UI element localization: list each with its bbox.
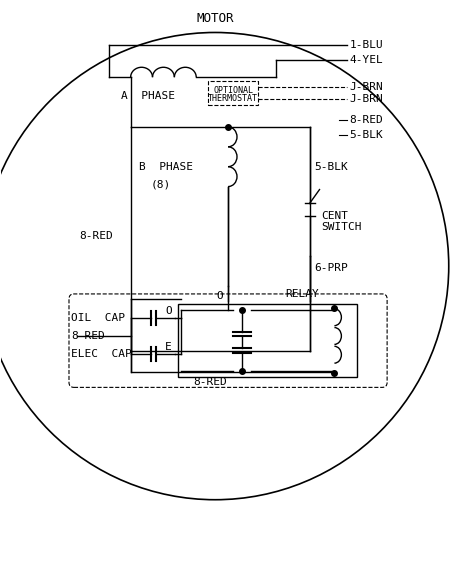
- Text: 5-BLK: 5-BLK: [315, 162, 348, 171]
- Text: 4-YEL: 4-YEL: [349, 55, 383, 65]
- Text: 1-BLU: 1-BLU: [349, 40, 383, 50]
- Text: 5-BLK: 5-BLK: [349, 130, 383, 140]
- Text: B  PHASE: B PHASE: [138, 162, 192, 171]
- Bar: [178, 304, 357, 378]
- Text: J-BRN: J-BRN: [349, 82, 383, 92]
- Text: RELAY: RELAY: [286, 289, 319, 299]
- Text: OIL  CAP: OIL CAP: [71, 313, 125, 323]
- Text: O: O: [165, 306, 172, 316]
- Text: A  PHASE: A PHASE: [121, 91, 175, 101]
- Text: O: O: [217, 291, 223, 301]
- Text: 8-RED: 8-RED: [71, 331, 105, 341]
- Text: ELEC  CAP: ELEC CAP: [71, 349, 132, 359]
- Text: THERMOSTAT: THERMOSTAT: [208, 93, 258, 102]
- Text: (8): (8): [151, 179, 171, 190]
- Text: E: E: [165, 342, 172, 351]
- Text: OPTIONAL: OPTIONAL: [213, 85, 253, 95]
- Text: 8-RED: 8-RED: [79, 231, 113, 241]
- Text: 8-RED: 8-RED: [193, 378, 227, 387]
- Text: J-BRN: J-BRN: [349, 94, 383, 104]
- Text: 6-PRP: 6-PRP: [315, 263, 348, 273]
- Text: CENT
SWITCH: CENT SWITCH: [321, 211, 362, 232]
- Text: MOTOR: MOTOR: [196, 11, 234, 24]
- Text: 8-RED: 8-RED: [349, 115, 383, 125]
- Bar: [208, 81, 258, 105]
